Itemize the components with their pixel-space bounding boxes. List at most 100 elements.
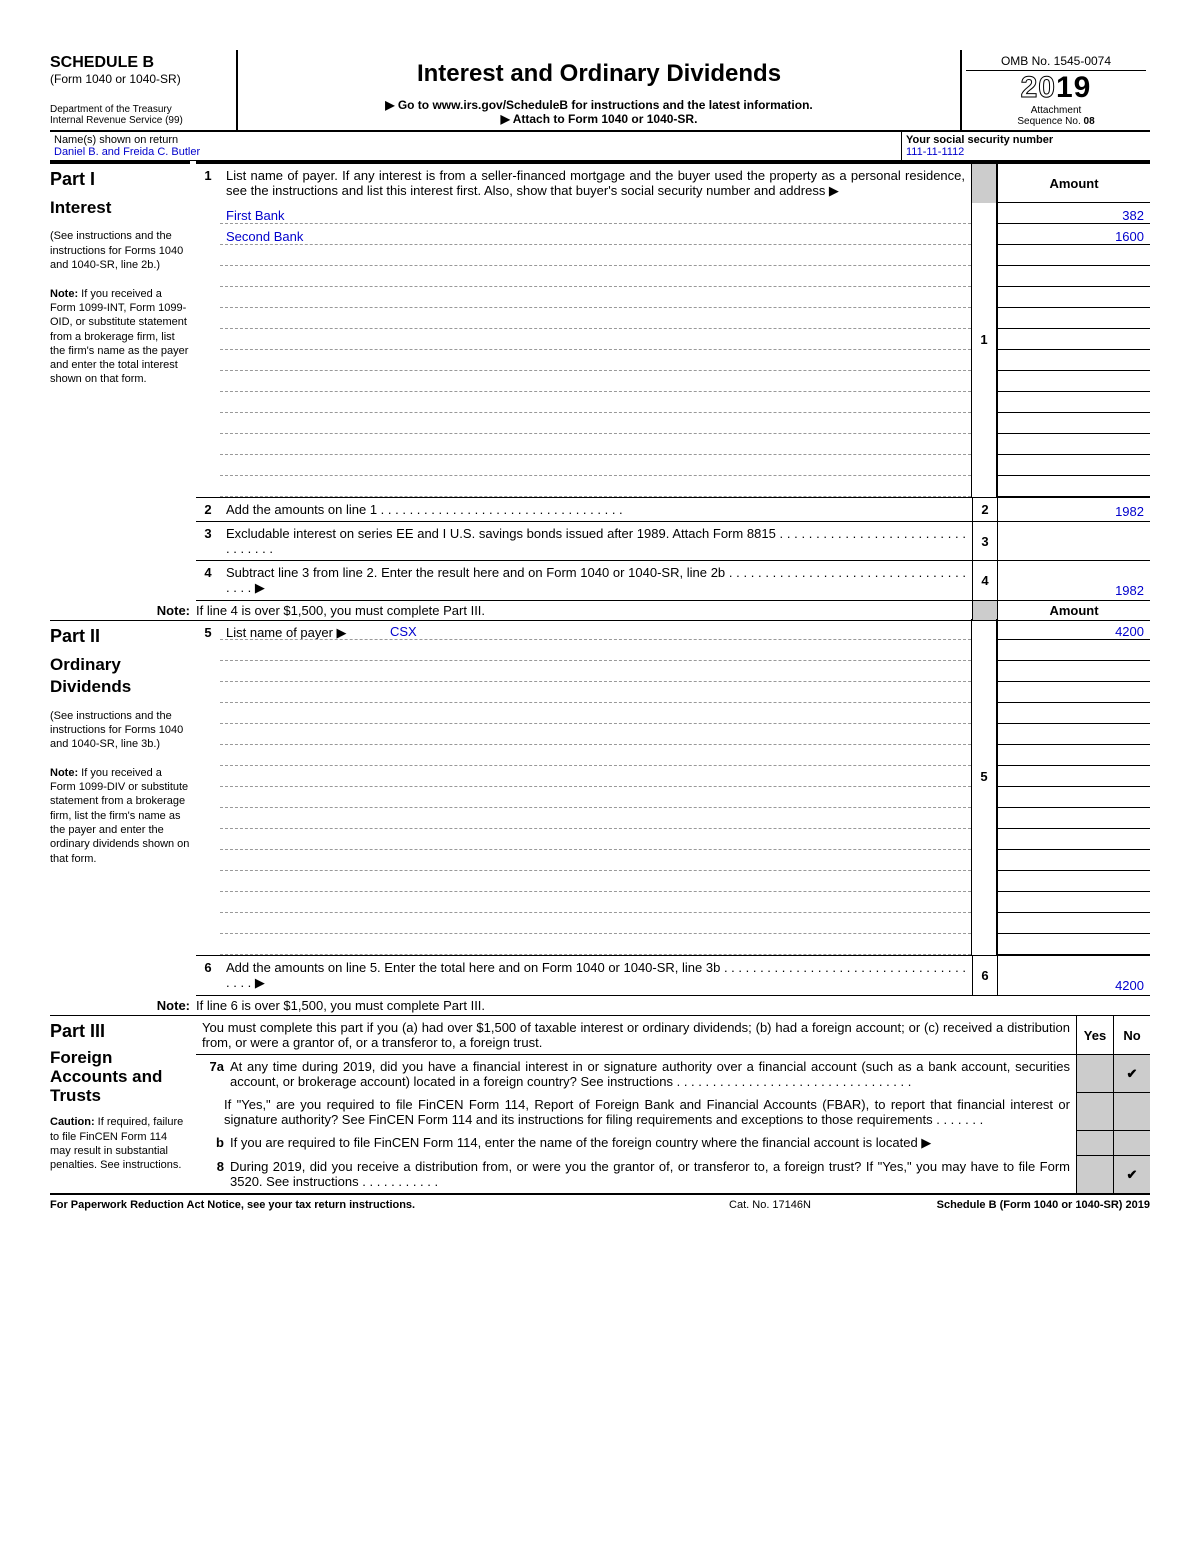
q7a-row: 7a At any time during 2019, did you have… xyxy=(196,1055,1150,1093)
payer-amount-input[interactable] xyxy=(997,661,1150,682)
payer-name-input[interactable] xyxy=(220,308,971,329)
q7a-no[interactable]: ✔ xyxy=(1113,1055,1150,1093)
payer-amount-input[interactable] xyxy=(997,350,1150,371)
q7a2-yes[interactable] xyxy=(1076,1093,1113,1131)
form-ref: (Form 1040 or 1040-SR) xyxy=(50,72,230,86)
spacer xyxy=(196,455,220,476)
taxpayer-name[interactable]: Daniel B. and Freida C. Butler xyxy=(54,146,200,158)
payer-name-input[interactable] xyxy=(220,913,971,934)
payer-name-input[interactable] xyxy=(220,745,971,766)
payer-row xyxy=(196,413,1150,434)
attach-number: 08 xyxy=(1084,116,1095,127)
payer-name-input[interactable] xyxy=(220,266,971,287)
part2-payer-list: CSX42005 xyxy=(196,619,1150,955)
payer-name-input[interactable] xyxy=(220,287,971,308)
payer-amount-input[interactable] xyxy=(997,476,1150,497)
q7a-yes[interactable] xyxy=(1076,1055,1113,1093)
payer-amount-input[interactable] xyxy=(997,455,1150,476)
q8-text-wrap: During 2019, did you receive a distribut… xyxy=(230,1155,1076,1193)
line6-amount[interactable]: 4200 xyxy=(998,956,1150,995)
payer-name-input[interactable] xyxy=(220,703,971,724)
num-box xyxy=(971,434,997,455)
spacer xyxy=(196,913,220,934)
payer-name-input[interactable] xyxy=(220,371,971,392)
payer-amount-input[interactable] xyxy=(997,266,1150,287)
payer-amount-input[interactable] xyxy=(997,829,1150,850)
dept-line2: Internal Revenue Service (99) xyxy=(50,115,183,126)
payer-name-input[interactable]: Second Bank xyxy=(220,224,971,245)
payer-name-input[interactable] xyxy=(220,476,971,497)
payer-amount-input[interactable] xyxy=(997,913,1150,934)
payer-name-input[interactable] xyxy=(220,413,971,434)
payer-amount-input[interactable] xyxy=(997,703,1150,724)
payer-name-input[interactable] xyxy=(220,392,971,413)
payer-name-input[interactable] xyxy=(220,892,971,913)
payer-amount-input[interactable] xyxy=(997,682,1150,703)
payer-name-input[interactable] xyxy=(220,455,971,476)
payer-amount-input[interactable] xyxy=(997,871,1150,892)
payer-name-input[interactable] xyxy=(220,245,971,266)
note-text: If you received a Form 1099-INT, Form 10… xyxy=(50,288,188,386)
ssn-value[interactable]: 111-11-1112 xyxy=(906,146,964,158)
payer-name-input[interactable] xyxy=(220,661,971,682)
name-field: Name(s) shown on return Daniel B. and Fr… xyxy=(50,132,901,160)
spacer xyxy=(196,745,220,766)
part2-note-row: Note: If line 6 is over $1,500, you must… xyxy=(50,996,1150,1016)
payer-name-input[interactable] xyxy=(220,724,971,745)
payer-name-input[interactable] xyxy=(220,350,971,371)
part1-side-text: (See instructions and the instructions f… xyxy=(50,229,190,272)
line6-label: Add the amounts on line 5. Enter the tot… xyxy=(226,960,720,975)
payer-row xyxy=(196,392,1150,413)
payer-name-input[interactable] xyxy=(220,871,971,892)
payer-amount-input[interactable] xyxy=(997,892,1150,913)
line1-text: List name of payer. If any interest is f… xyxy=(220,164,971,203)
line4-row: 4 Subtract line 3 from line 2. Enter the… xyxy=(196,560,1150,601)
num-box xyxy=(971,892,997,913)
payer-amount-input[interactable]: 382 xyxy=(997,203,1150,224)
line2-amount[interactable]: 1982 xyxy=(998,498,1150,521)
payer-amount-input[interactable] xyxy=(997,413,1150,434)
payer-name-input[interactable] xyxy=(220,766,971,787)
payer-amount-input[interactable] xyxy=(997,724,1150,745)
payer-name-input[interactable] xyxy=(220,329,971,350)
payer-name-input[interactable] xyxy=(220,808,971,829)
payer-amount-input[interactable]: 1600 xyxy=(997,224,1150,245)
year-solid: 19 xyxy=(1056,71,1091,104)
payer-amount-input[interactable] xyxy=(997,787,1150,808)
payer-amount-input[interactable] xyxy=(997,766,1150,787)
payer-amount-input[interactable] xyxy=(997,329,1150,350)
payer-row xyxy=(196,371,1150,392)
spacer xyxy=(196,287,220,308)
line4-amount[interactable]: 1982 xyxy=(998,561,1150,600)
q7a2-no[interactable] xyxy=(1113,1093,1150,1131)
header-center: Interest and Ordinary Dividends ▶ Go to … xyxy=(238,50,960,130)
payer-amount-input[interactable] xyxy=(997,434,1150,455)
part3-caution: Caution: If required, failure to file Fi… xyxy=(50,1115,190,1172)
payer-amount-input[interactable]: 4200 xyxy=(997,619,1150,640)
payer-amount-input[interactable] xyxy=(997,371,1150,392)
spacer xyxy=(196,203,220,224)
payer-name-input[interactable]: CSX xyxy=(220,619,971,640)
payer-amount-input[interactable] xyxy=(997,308,1150,329)
q8-yes[interactable] xyxy=(1076,1155,1113,1193)
payer-name-input[interactable] xyxy=(220,682,971,703)
payer-amount-input[interactable] xyxy=(997,808,1150,829)
payer-name-input[interactable] xyxy=(220,850,971,871)
payer-name-input[interactable] xyxy=(220,434,971,455)
payer-amount-input[interactable] xyxy=(997,287,1150,308)
payer-amount-input[interactable] xyxy=(997,245,1150,266)
q8-no[interactable]: ✔ xyxy=(1113,1155,1150,1193)
payer-amount-input[interactable] xyxy=(997,850,1150,871)
payer-name-input[interactable] xyxy=(220,640,971,661)
payer-name-input[interactable] xyxy=(220,829,971,850)
part1-side-note: Note: If you received a Form 1099-INT, F… xyxy=(50,287,190,387)
payer-name-input[interactable] xyxy=(220,787,971,808)
payer-name-input[interactable]: First Bank xyxy=(220,203,971,224)
payer-amount-input[interactable] xyxy=(997,392,1150,413)
payer-amount-input[interactable] xyxy=(997,934,1150,955)
line3-amount[interactable] xyxy=(998,522,1150,560)
payer-name-input[interactable] xyxy=(220,934,971,955)
payer-amount-input[interactable] xyxy=(997,640,1150,661)
spacer xyxy=(972,601,998,620)
payer-amount-input[interactable] xyxy=(997,745,1150,766)
